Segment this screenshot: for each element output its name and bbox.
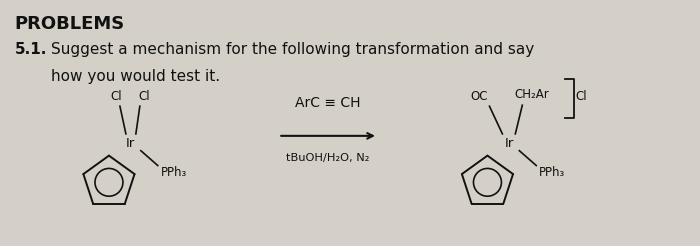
Text: 5.1.: 5.1.: [14, 42, 47, 57]
Text: Cl: Cl: [138, 90, 150, 103]
Text: ArC ≡ CH: ArC ≡ CH: [295, 96, 360, 110]
Text: Ir: Ir: [505, 137, 514, 150]
Text: Cl: Cl: [110, 90, 122, 103]
Text: OC: OC: [470, 90, 488, 103]
Text: CH₂Ar: CH₂Ar: [514, 88, 549, 101]
Text: Suggest a mechanism for the following transformation and say: Suggest a mechanism for the following tr…: [51, 42, 534, 57]
Text: Cl: Cl: [575, 90, 587, 103]
Text: Ir: Ir: [126, 137, 136, 150]
Text: tBuOH/H₂O, N₂: tBuOH/H₂O, N₂: [286, 153, 370, 163]
Text: PPh₃: PPh₃: [539, 166, 566, 179]
Text: PROBLEMS: PROBLEMS: [14, 15, 125, 33]
Text: how you would test it.: how you would test it.: [51, 69, 220, 84]
Text: PPh₃: PPh₃: [161, 166, 187, 179]
